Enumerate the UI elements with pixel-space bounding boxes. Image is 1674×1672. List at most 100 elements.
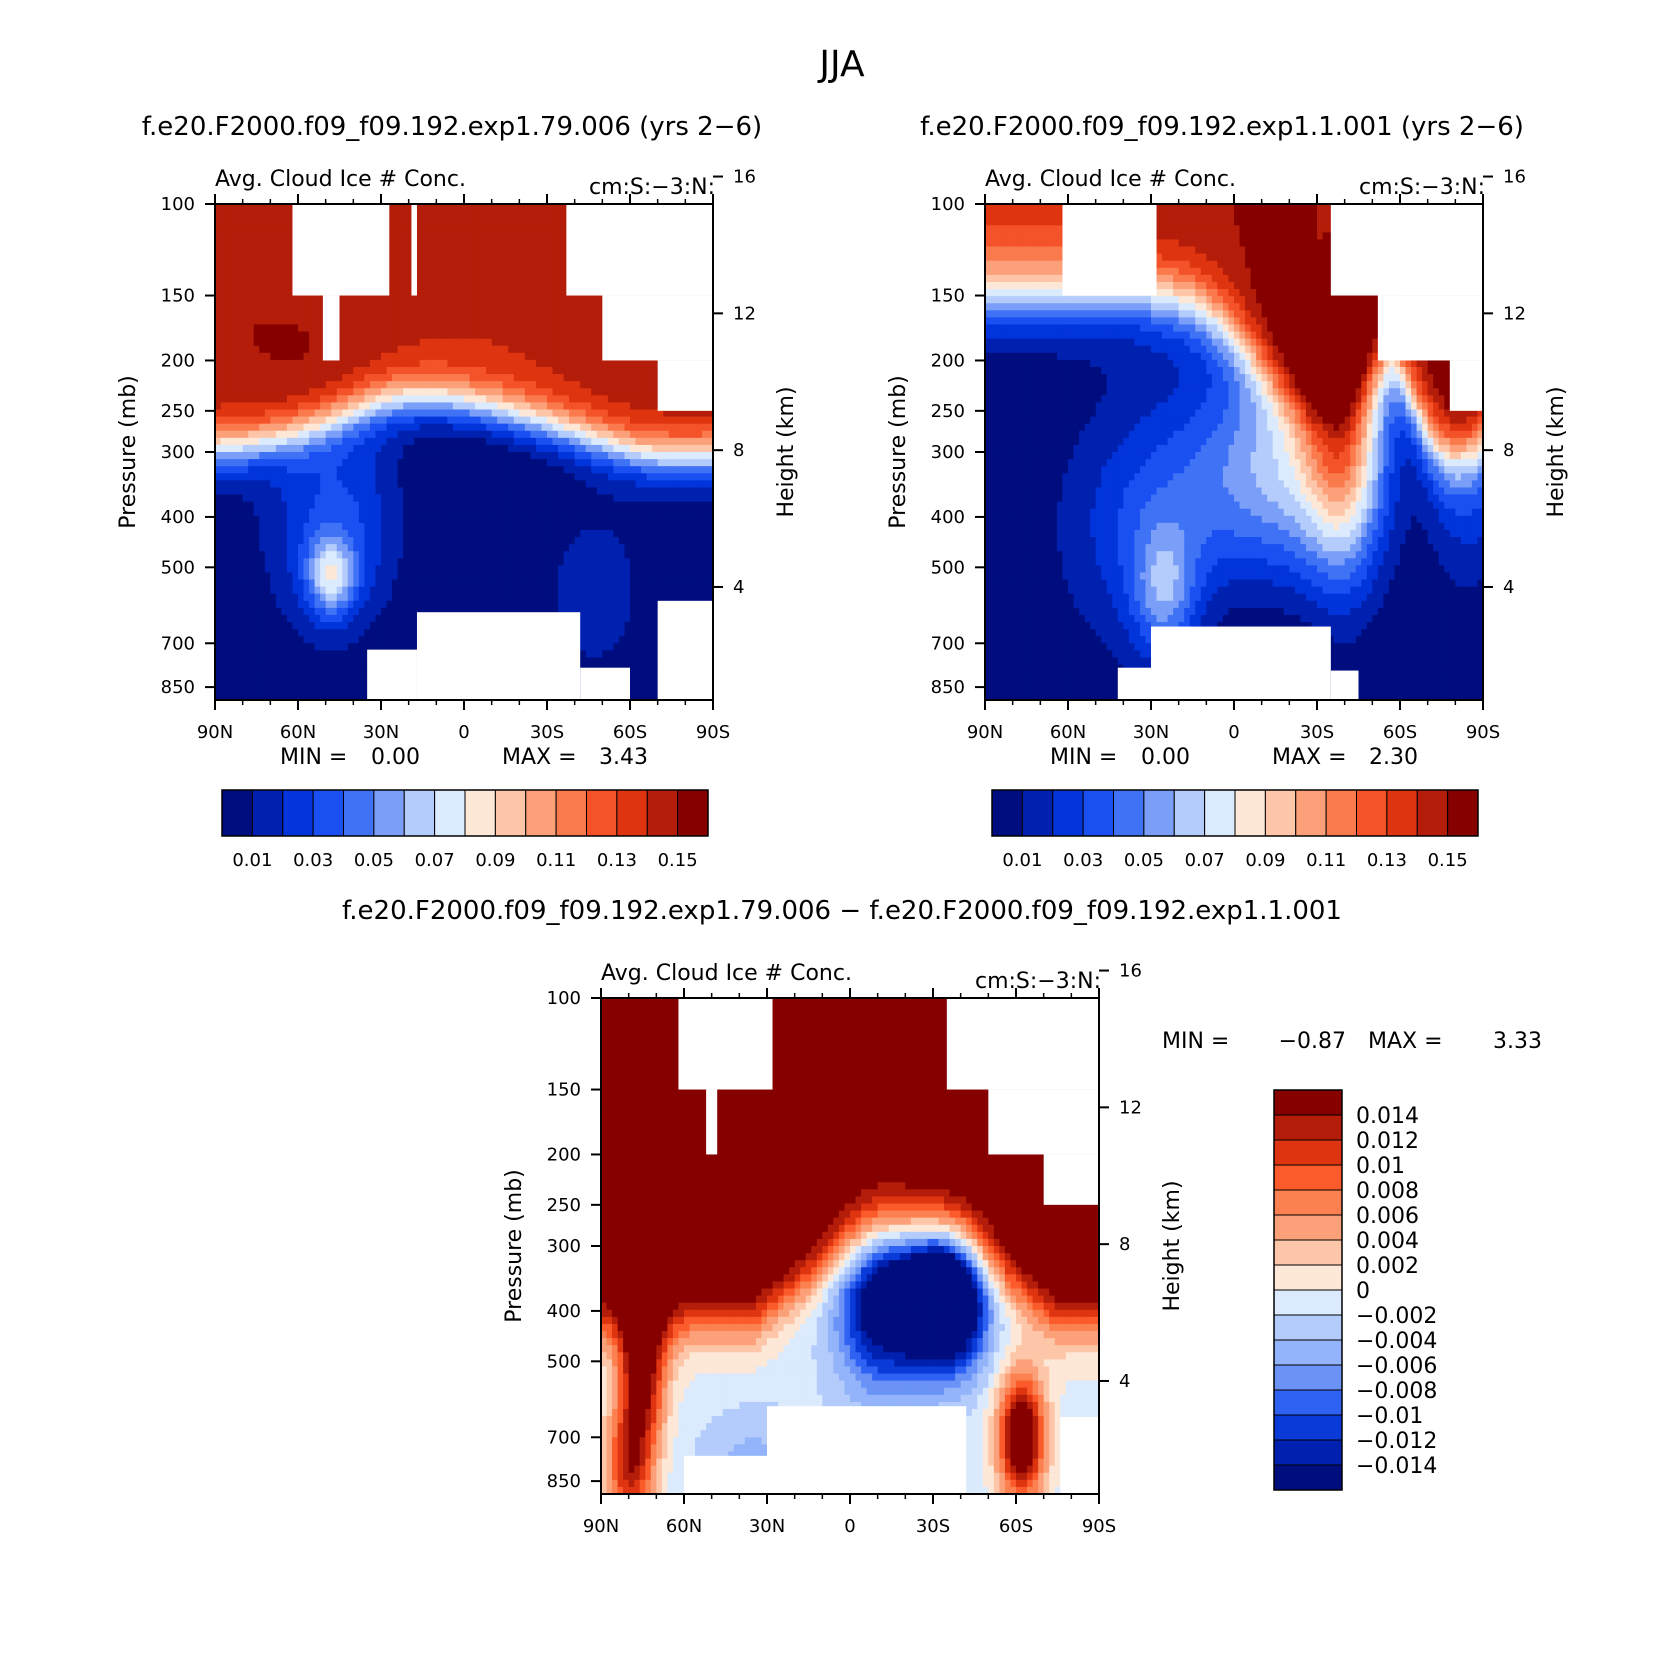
field-cell	[286, 289, 294, 297]
field-cell	[502, 600, 509, 609]
field-cell	[602, 515, 609, 524]
field-cell	[491, 572, 498, 581]
field-cell	[458, 600, 465, 609]
field-cell	[580, 296, 587, 304]
field-cell	[292, 303, 299, 311]
field-cell	[403, 352, 410, 361]
field-cell	[270, 522, 277, 531]
field-cell	[309, 452, 316, 460]
field-cell	[519, 381, 526, 389]
field-cell	[220, 352, 227, 361]
field-cell	[558, 459, 565, 467]
field-cell	[392, 558, 399, 566]
field-cell	[441, 232, 448, 241]
field-cell	[320, 558, 327, 566]
field-cell	[535, 303, 543, 311]
field-cell	[270, 537, 277, 545]
field-cell	[309, 473, 316, 481]
field-cell	[342, 622, 349, 630]
field-cell	[397, 622, 404, 630]
field-cell	[292, 544, 299, 552]
field-cell	[292, 572, 299, 581]
field-cell	[320, 374, 327, 382]
field-cell	[497, 211, 504, 219]
field-cell	[369, 430, 377, 439]
field-cell	[558, 366, 565, 375]
field-cell	[436, 437, 443, 446]
field-cell	[447, 239, 454, 248]
field-cell	[264, 352, 271, 361]
field-cell	[535, 281, 543, 290]
field-cell	[530, 211, 537, 219]
field-cell	[508, 281, 515, 290]
field-cell	[392, 366, 399, 375]
field-cell	[513, 423, 520, 432]
field-cell	[519, 345, 526, 354]
field-cell	[552, 466, 559, 474]
field-cell	[215, 430, 222, 439]
field-cell	[286, 296, 294, 304]
field-cell	[408, 537, 415, 545]
field-cell	[314, 494, 321, 503]
field-cell	[347, 643, 354, 651]
field-cell	[275, 402, 282, 411]
field-cell	[513, 416, 520, 425]
field-cell	[237, 423, 244, 432]
field-cell	[486, 544, 493, 552]
field-cell	[375, 331, 382, 340]
field-cell	[491, 374, 498, 382]
field-cell	[591, 359, 598, 368]
field-cell	[430, 537, 437, 545]
field-cell	[369, 579, 377, 588]
field-cell	[298, 366, 305, 375]
field-cell	[270, 480, 277, 489]
field-cell	[524, 473, 531, 481]
field-cell	[253, 678, 260, 687]
field-cell	[253, 551, 260, 559]
field-cell	[369, 494, 377, 503]
field-cell	[231, 239, 238, 248]
field-cell	[248, 572, 255, 581]
field-cell	[275, 501, 282, 510]
field-cell	[259, 466, 266, 474]
field-cell	[364, 636, 371, 644]
field-cell	[408, 437, 415, 446]
field-cell	[392, 586, 399, 595]
field-cell	[458, 338, 465, 347]
field-cell	[275, 685, 282, 694]
field-cell	[325, 529, 332, 538]
field-cell	[242, 529, 249, 538]
field-cell	[441, 381, 448, 389]
field-cell	[452, 296, 460, 304]
field-cell	[364, 537, 371, 545]
field-cell	[309, 671, 316, 680]
field-cell	[502, 529, 509, 538]
field-cell	[502, 444, 509, 453]
field-cell	[314, 678, 321, 687]
field-cell	[298, 310, 305, 318]
field-cell	[419, 537, 426, 545]
field-cell	[458, 232, 465, 241]
field-cell	[480, 345, 487, 354]
field-cell	[580, 529, 587, 538]
field-cell	[353, 466, 360, 474]
field-cell	[358, 409, 365, 418]
field-cell	[541, 225, 548, 233]
field-cell	[392, 246, 399, 255]
field-cell	[414, 388, 421, 396]
field-cell	[392, 331, 399, 340]
field-cell	[215, 650, 222, 659]
field-cell	[392, 544, 399, 552]
field-cell	[248, 416, 255, 425]
field-cell	[425, 579, 432, 588]
field-cell	[447, 579, 454, 588]
field-cell	[281, 338, 288, 347]
field-cell	[347, 522, 354, 531]
field-cell	[563, 359, 570, 368]
field-cell	[530, 416, 537, 425]
field-cell	[403, 381, 410, 389]
field-cell	[602, 544, 609, 552]
field-cell	[491, 508, 498, 517]
field-cell	[513, 225, 520, 233]
field-cell	[281, 678, 288, 687]
